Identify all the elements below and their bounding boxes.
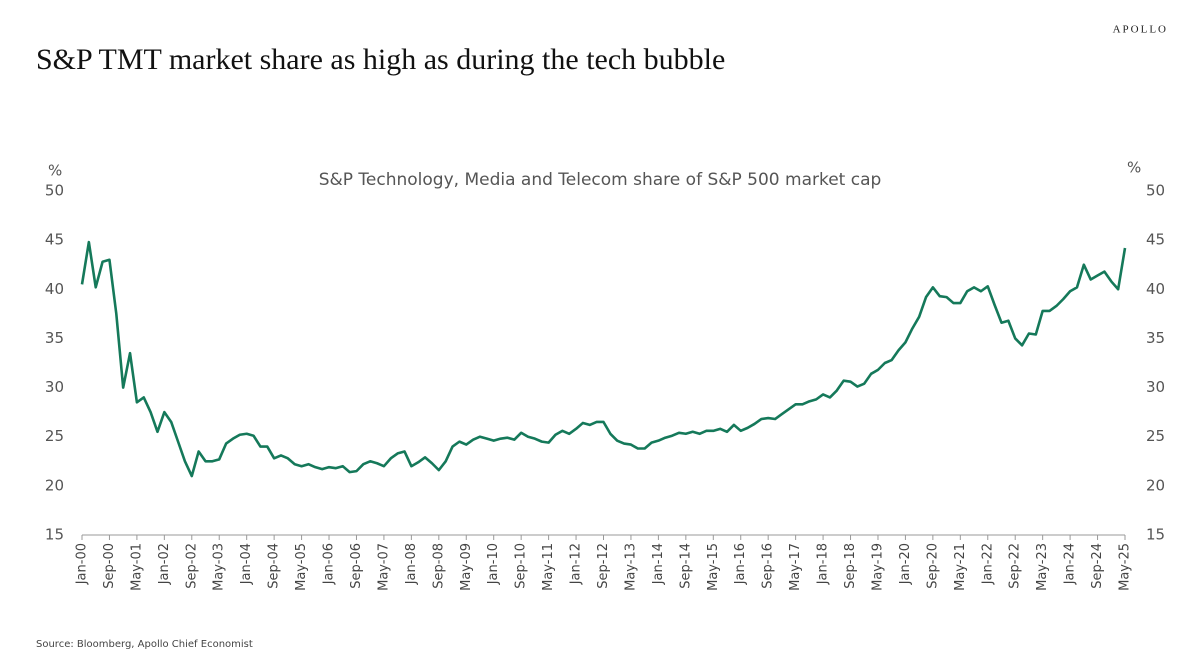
y2-tick-label: 35 bbox=[1146, 329, 1165, 347]
y-tick-label: 20 bbox=[45, 476, 64, 494]
x-tick-label: Sep-20 bbox=[925, 543, 940, 589]
x-tick-label: Sep-02 bbox=[184, 543, 199, 589]
x-tick-label: May-05 bbox=[294, 543, 309, 591]
y2-tick-label: 50 bbox=[1146, 182, 1165, 200]
y2-tick-label: 40 bbox=[1146, 280, 1165, 298]
x-tick-label: Jan-02 bbox=[157, 543, 172, 585]
source-note: Source: Bloomberg, Apollo Chief Economis… bbox=[36, 639, 253, 650]
y2-tick-label: 25 bbox=[1146, 427, 1165, 445]
data-line bbox=[80, 240, 1127, 478]
x-tick-label: Sep-24 bbox=[1090, 543, 1105, 589]
x-tick-label: Sep-06 bbox=[349, 543, 364, 589]
y-tick-label: 25 bbox=[45, 427, 64, 445]
x-tick-label: Sep-22 bbox=[1008, 543, 1023, 589]
x-tick-label: May-19 bbox=[870, 543, 885, 591]
x-tick-label: May-25 bbox=[1118, 543, 1133, 591]
x-tick-label: Jan-04 bbox=[239, 543, 254, 585]
x-tick-label: Jan-24 bbox=[1063, 543, 1078, 585]
x-tick-label: May-01 bbox=[129, 543, 144, 591]
x-tick-label: Jan-14 bbox=[651, 543, 666, 585]
y-tick-label: 40 bbox=[45, 280, 64, 298]
x-tick-label: Sep-00 bbox=[102, 543, 117, 589]
x-tick-label: May-11 bbox=[541, 543, 556, 591]
y-axis-label: % bbox=[48, 162, 62, 180]
x-tick-label: May-23 bbox=[1035, 543, 1050, 591]
x-tick-label: May-13 bbox=[623, 543, 638, 591]
y-tick-label: 45 bbox=[45, 231, 64, 249]
y2-tick-label: 45 bbox=[1146, 231, 1165, 249]
y2-axis-label: % bbox=[1127, 159, 1141, 177]
x-tick-label: Sep-18 bbox=[843, 543, 858, 589]
x-tick-label: Jan-18 bbox=[816, 543, 831, 585]
y2-tick-label: 20 bbox=[1146, 476, 1165, 494]
brand: APOLLO bbox=[1113, 24, 1168, 36]
y-tick-label: 15 bbox=[45, 526, 64, 544]
x-tick-label: Sep-16 bbox=[761, 543, 776, 589]
x-tick-label: Sep-08 bbox=[431, 543, 446, 589]
x-tick-label: May-03 bbox=[212, 543, 227, 591]
x-tick-label: May-17 bbox=[788, 543, 803, 591]
x-tick-label: Sep-12 bbox=[596, 543, 611, 589]
x-tick-label: Sep-10 bbox=[514, 543, 529, 589]
y2-tick-label: 15 bbox=[1146, 526, 1165, 544]
y-tick-label: 35 bbox=[45, 329, 64, 347]
x-tick-label: Sep-04 bbox=[267, 543, 282, 589]
x-tick-label: May-07 bbox=[376, 543, 391, 591]
y-tick-label: 50 bbox=[45, 182, 64, 200]
x-tick-label: Jan-10 bbox=[486, 543, 501, 585]
x-tick-label: Jan-06 bbox=[322, 543, 337, 585]
x-tick-label: May-21 bbox=[953, 543, 968, 591]
x-tick-label: May-09 bbox=[459, 543, 474, 591]
x-tick-label: Jan-00 bbox=[75, 543, 90, 585]
x-tick-label: Jan-12 bbox=[569, 543, 584, 585]
x-tick-label: Jan-16 bbox=[733, 543, 748, 585]
x-tick-label: Jan-22 bbox=[980, 543, 995, 585]
x-tick-label: May-15 bbox=[706, 543, 721, 591]
chart-title: S&P TMT market share as high as during t… bbox=[36, 43, 725, 76]
chart-subtitle: S&P Technology, Media and Telecom share … bbox=[319, 170, 882, 190]
y-tick-label: 30 bbox=[45, 378, 64, 396]
x-tick-label: Sep-14 bbox=[678, 543, 693, 589]
y2-tick-label: 30 bbox=[1146, 378, 1165, 396]
x-tick-label: Jan-20 bbox=[898, 543, 913, 585]
x-tick-label: Jan-08 bbox=[404, 543, 419, 585]
